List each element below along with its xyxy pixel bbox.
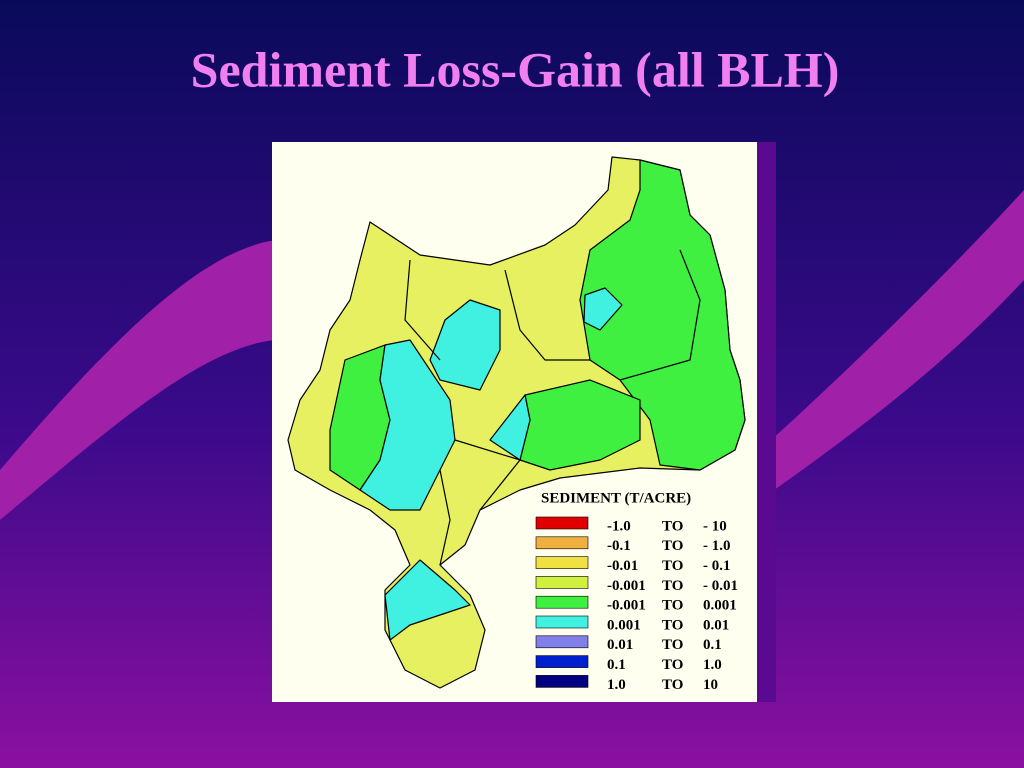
legend-to: 0.1 xyxy=(703,637,722,653)
legend-swatch xyxy=(535,635,589,649)
legend-swatch xyxy=(535,556,589,569)
legend-from: -0.1 xyxy=(607,538,631,554)
legend-from: -0.001 xyxy=(607,598,646,614)
legend-to: - 10 xyxy=(703,518,727,534)
region xyxy=(359,339,456,511)
region xyxy=(489,394,531,461)
legend-swatch xyxy=(535,595,589,609)
legend-sep: TO xyxy=(662,558,683,574)
legend-sep: TO xyxy=(662,617,683,633)
legend-swatch xyxy=(535,655,589,668)
boundary xyxy=(504,269,590,361)
region xyxy=(583,287,623,331)
legend-swatch xyxy=(535,675,589,688)
legend-sep: TO xyxy=(662,538,683,554)
boundary xyxy=(404,259,441,361)
panel-edge xyxy=(757,142,776,702)
boundary xyxy=(619,249,701,381)
legend-from: -0.01 xyxy=(607,558,638,574)
legend-from: -0.001 xyxy=(607,578,646,594)
legend-to: 0.01 xyxy=(703,617,729,633)
legend-from: 1.0 xyxy=(607,677,626,693)
legend-to: - 0.01 xyxy=(703,578,738,594)
legend-swatch xyxy=(535,536,589,550)
swoosh xyxy=(760,190,1024,500)
legend: -1.0 TO - 10 -0.1 TO - 1.0 -0.01 TO - 0.1 -0.001 T… xyxy=(535,516,738,693)
region xyxy=(384,559,471,641)
swoosh xyxy=(0,239,300,520)
legend-to: - 0.1 xyxy=(703,558,731,574)
legend-sep: TO xyxy=(662,637,683,653)
legend-title: SEDIMENT (T/ACRE) xyxy=(541,490,691,506)
legend-swatch xyxy=(535,576,589,589)
legend-swatch xyxy=(535,615,589,629)
region xyxy=(579,159,746,471)
boundary xyxy=(454,439,521,511)
legend-to: - 1.0 xyxy=(703,538,731,554)
legend-sep: TO xyxy=(662,598,683,614)
legend-from: 0.001 xyxy=(607,617,641,633)
legend-swatch xyxy=(535,516,589,530)
legend-sep: TO xyxy=(662,518,683,534)
legend-to: 1.0 xyxy=(703,657,722,673)
title: Sediment Loss-Gain (all BLH) xyxy=(191,41,840,97)
legend-to: 10 xyxy=(703,677,718,693)
legend-from: 0.1 xyxy=(607,657,626,673)
legend-sep: TO xyxy=(662,677,683,693)
legend-from: -1.0 xyxy=(607,518,631,534)
boundary xyxy=(439,469,451,566)
legend-sep: TO xyxy=(662,578,683,594)
map xyxy=(287,156,746,689)
legend-to: 0.001 xyxy=(703,598,737,614)
legend-sep: TO xyxy=(662,657,683,673)
legend-from: 0.01 xyxy=(607,637,633,653)
region xyxy=(429,299,501,391)
